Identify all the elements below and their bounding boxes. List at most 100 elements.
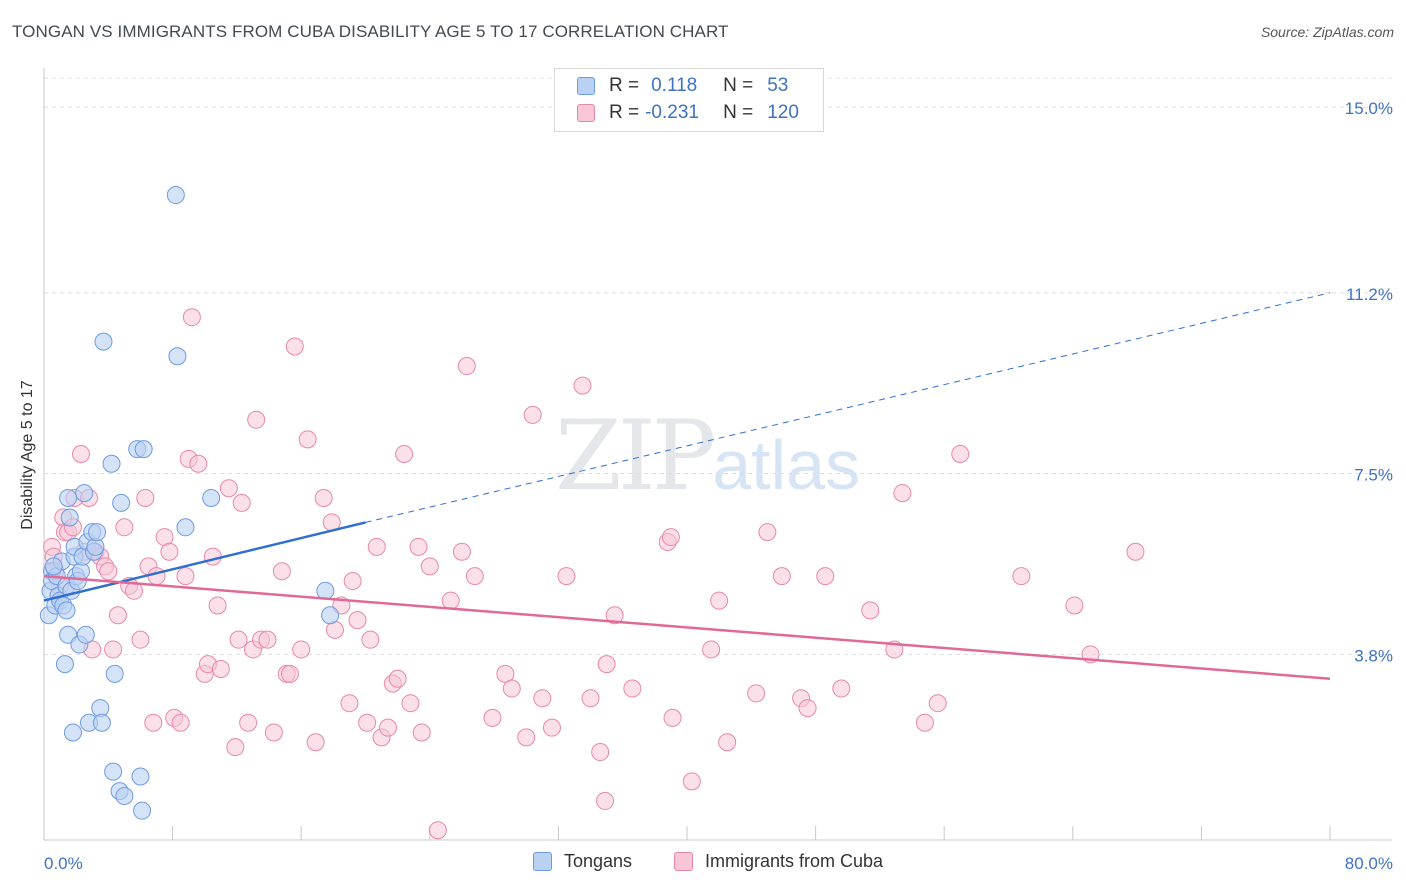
cuba-point: [702, 640, 721, 659]
tongan-point: [102, 454, 121, 473]
cuba-point: [229, 630, 248, 649]
cuba-point: [457, 357, 476, 376]
watermark-atlas: atlas: [712, 426, 861, 504]
cuba-point: [605, 606, 624, 625]
tongan-point: [202, 488, 221, 507]
trend-lines: [43, 292, 1331, 681]
cuba-point: [239, 713, 258, 732]
series-legend-cuba: Immigrants from Cuba: [674, 851, 883, 872]
y-tick-label: 11.2%: [1346, 285, 1393, 304]
tongan-point: [88, 523, 107, 542]
cuba-point: [264, 723, 283, 742]
tongan-point: [166, 186, 185, 205]
tongan-point: [134, 440, 153, 459]
cuba-point: [747, 684, 766, 703]
axes: [43, 68, 1392, 841]
tongan-point: [168, 347, 187, 366]
cuba-point: [420, 557, 439, 576]
legend-row-cuba: R = -0.231 N = 120: [577, 101, 799, 125]
legend-swatch-cuba: [577, 104, 595, 122]
legend-n-value: 53: [767, 75, 789, 96]
cuba-point: [597, 655, 616, 674]
tongan-point: [94, 332, 113, 351]
tongan-point: [63, 723, 82, 742]
tongan-point: [131, 767, 150, 786]
cuba-point: [99, 562, 118, 581]
cuba-trend-line: [43, 574, 1331, 681]
cuba-point: [533, 689, 552, 708]
cuba-point: [412, 723, 431, 742]
cuba-point: [144, 713, 163, 732]
cuba-point: [772, 567, 791, 586]
tongan-point: [75, 484, 94, 503]
cuba-point: [502, 679, 521, 698]
legend-swatch-tongans: [577, 77, 595, 95]
cuba-point: [441, 591, 460, 610]
cuba-point: [816, 567, 835, 586]
tongan-trend-extension: [365, 292, 1331, 523]
y-tick-label: 15.0%: [1345, 99, 1393, 118]
series-legend-tongans: Tongans: [533, 851, 632, 872]
cuba-point: [258, 630, 277, 649]
cuba-point: [573, 376, 592, 395]
cuba-point: [348, 611, 367, 630]
cuba-point: [1126, 542, 1145, 561]
cuba-point: [361, 630, 380, 649]
legend-r-value: 0.118: [651, 75, 698, 96]
cuba-point: [306, 733, 325, 752]
cuba-point: [71, 445, 90, 463]
cuba-point: [189, 454, 208, 473]
tongan-point: [115, 787, 134, 806]
cuba-point: [557, 567, 576, 586]
y-tick-label: 7.5%: [1354, 466, 1393, 485]
cuba-point: [1012, 567, 1031, 586]
cuba-point: [314, 488, 333, 507]
cuba-point: [340, 694, 359, 713]
legend-r-value: -0.231: [645, 102, 699, 123]
tongan-point: [92, 713, 111, 732]
cuba-point: [131, 630, 150, 649]
cuba-point: [395, 445, 414, 463]
cuba-point: [861, 601, 880, 620]
grid-lines: [44, 77, 1392, 655]
cuba-point: [661, 528, 680, 547]
legend-n-label: N =: [723, 75, 754, 96]
tongan-point: [76, 625, 95, 644]
tongan-point: [321, 606, 340, 625]
legend-r-label: R =: [609, 75, 640, 96]
y-tick-labels: 3.8% 7.5% 11.2% 15.0%: [1345, 99, 1393, 665]
legend-n-label: N =: [723, 102, 754, 123]
cuba-point: [663, 708, 682, 727]
cuba-point: [523, 405, 542, 424]
cuba-point: [682, 772, 701, 791]
cuba-point: [623, 679, 642, 698]
watermark-zip: ZIP: [555, 400, 716, 512]
x-tick-label: 0.0%: [44, 854, 83, 873]
cuba-point: [108, 606, 127, 625]
cuba-point: [388, 669, 407, 688]
tongan-point: [57, 601, 76, 620]
tongan-trend-line: [43, 521, 366, 602]
series-swatch-tongans: [533, 852, 552, 871]
cuba-point: [542, 718, 561, 737]
legend-row-tongans: R = 0.118 N = 53: [577, 74, 788, 98]
cuba-point: [208, 596, 227, 615]
cuba-point: [247, 410, 266, 429]
cuba-point: [171, 713, 190, 732]
series-label-cuba: Immigrants from Cuba: [705, 851, 884, 871]
tongan-point: [60, 508, 79, 527]
cuba-point: [452, 542, 471, 561]
tongan-point: [133, 801, 152, 820]
cuba-point: [343, 572, 362, 591]
cuba-point: [226, 738, 245, 757]
cuba-point: [409, 537, 428, 556]
tongan-point: [316, 581, 335, 600]
cuba-point: [465, 567, 484, 586]
legend-r-label: R =: [609, 102, 640, 123]
source-credit: Source: ZipAtlas.com: [1260, 24, 1394, 40]
cuba-point: [401, 694, 420, 713]
cuba-point: [104, 640, 123, 659]
tongan-point: [59, 488, 78, 507]
cuba-point: [928, 694, 947, 713]
